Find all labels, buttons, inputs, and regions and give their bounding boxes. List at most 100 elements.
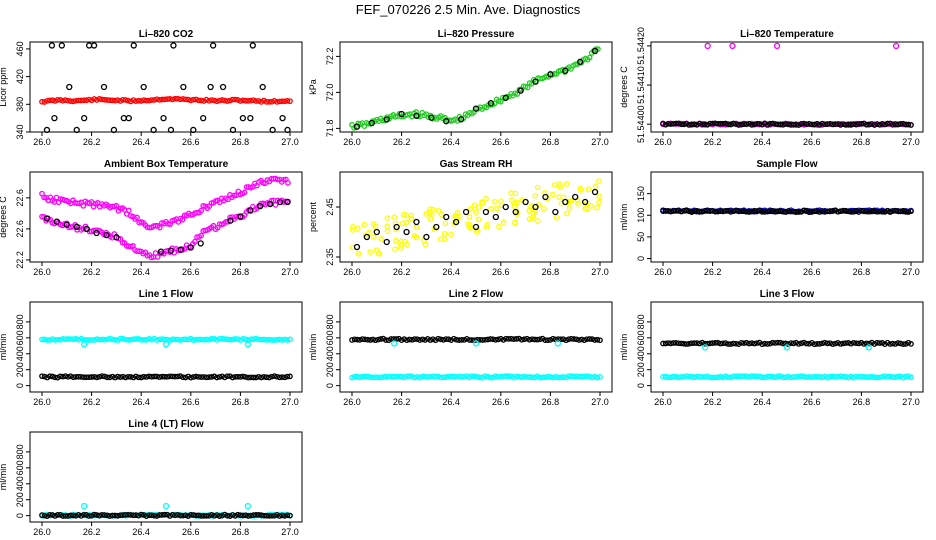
data-point: [667, 208, 674, 215]
data-point: [39, 98, 45, 105]
data-point: [871, 208, 878, 215]
series-main: [39, 95, 293, 105]
y-tick-label: 400: [636, 346, 646, 361]
data-point: [107, 97, 113, 104]
data-point: [673, 373, 679, 380]
data-point: [775, 121, 781, 128]
data-point: [274, 336, 280, 343]
y-tick-label: 100: [636, 208, 646, 223]
data-point: [822, 209, 828, 215]
data-point: [492, 336, 499, 343]
data-point: [780, 121, 786, 128]
data-point: [584, 205, 591, 212]
data-point: [193, 373, 199, 380]
data-point: [827, 120, 833, 127]
data-point: [795, 341, 802, 347]
data-point: [250, 336, 257, 343]
data-point: [192, 238, 198, 245]
data-point: [211, 512, 218, 519]
data-point: [211, 336, 218, 342]
data-point: [772, 340, 779, 346]
x-tick-label: 26.8: [542, 397, 560, 407]
data-point: [547, 71, 554, 78]
data-point: [686, 373, 692, 380]
y-axis-label: ml/min: [619, 334, 629, 361]
data-point: [816, 374, 823, 380]
data-point: [237, 213, 244, 220]
series-black: [39, 373, 293, 381]
data-point: [367, 249, 374, 255]
data-point: [261, 336, 267, 343]
data-point: [182, 336, 189, 343]
plot-frame: [650, 171, 924, 263]
data-point: [586, 373, 593, 380]
data-point: [281, 336, 288, 343]
data-point: [544, 337, 551, 344]
data-point: [113, 234, 120, 241]
x-tick-label: 26.8: [542, 267, 560, 277]
data-point: [201, 513, 207, 519]
data-point: [353, 123, 361, 130]
data-point: [798, 120, 805, 127]
data-point: [565, 336, 572, 343]
data-point: [193, 336, 199, 343]
data-point: [263, 99, 270, 105]
data-point: [114, 373, 121, 380]
data-point: [263, 374, 270, 381]
data-point: [430, 336, 436, 343]
x-tick-label: 26.0: [343, 137, 361, 147]
data-point: [566, 205, 573, 211]
data-point: [62, 373, 69, 379]
data-point: [268, 337, 275, 343]
data-point: [148, 373, 155, 380]
y-tick-label: 71.8: [325, 120, 335, 138]
series-black: [353, 47, 599, 130]
x-tick-label: 27.0: [591, 137, 609, 147]
x-tick-label: 26.6: [182, 137, 200, 147]
data-point: [411, 336, 418, 342]
data-point: [281, 98, 288, 105]
data-point: [401, 336, 408, 342]
data-point: [109, 373, 116, 380]
data-point: [477, 336, 483, 343]
data-point: [733, 340, 739, 347]
data-point: [848, 209, 854, 215]
data-point: [367, 337, 374, 343]
data-point: [780, 374, 786, 381]
data-point: [568, 373, 575, 379]
data-point: [151, 97, 158, 103]
data-point: [423, 233, 430, 241]
data-point: [90, 42, 98, 49]
data-point: [167, 373, 173, 380]
data-point: [46, 97, 53, 104]
data-point: [138, 98, 145, 104]
data-point: [550, 335, 556, 342]
data-point: [466, 222, 473, 228]
data-point: [842, 374, 849, 380]
data-point: [829, 208, 836, 214]
y-tick-label: 51.54410: [636, 66, 646, 104]
data-point: [526, 374, 533, 380]
plot-frame: [29, 171, 303, 263]
data-point: [359, 373, 366, 380]
data-point: [512, 208, 519, 216]
data-point: [759, 209, 766, 215]
data-point: [99, 373, 105, 379]
data-point: [514, 91, 521, 97]
data-point: [592, 183, 599, 190]
data-point: [154, 513, 160, 519]
plot-frame: [650, 41, 924, 133]
data-point: [440, 336, 447, 343]
data-point: [209, 42, 217, 49]
data-point: [808, 121, 815, 128]
data-point: [472, 223, 480, 231]
data-point: [582, 205, 589, 212]
data-point: [156, 224, 163, 231]
data-point: [435, 208, 442, 214]
data-point: [450, 373, 457, 380]
data-point: [892, 42, 900, 50]
data-point: [597, 337, 603, 344]
data-point: [900, 374, 907, 381]
data-point: [67, 98, 74, 104]
data-point: [845, 340, 852, 346]
